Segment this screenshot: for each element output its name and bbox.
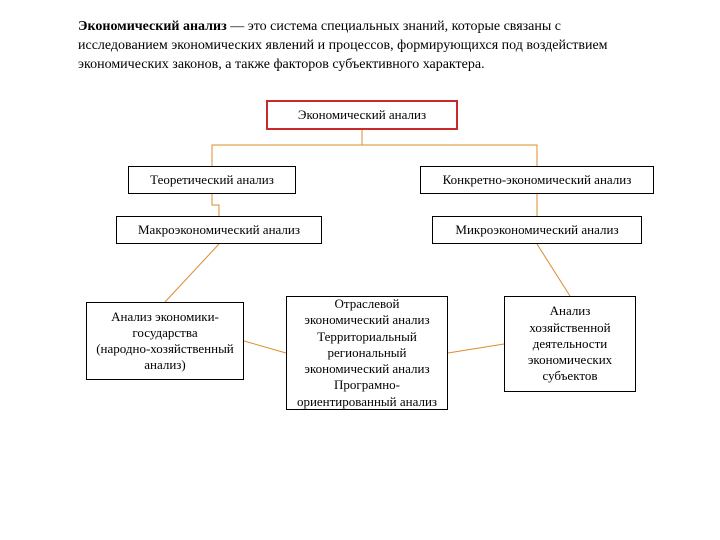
node-root: Экономический анализ [266,100,458,130]
node-theor: Теоретический анализ [128,166,296,194]
node-label: Анализ хозяйственной деятельности эконом… [513,303,627,384]
node-label: Экономический анализ [298,107,426,123]
node-otrasl: Отраслевой экономический анализ Территор… [286,296,448,410]
node-label: Теоретический анализ [150,172,274,188]
node-konkr: Конкретно-экономический анализ [420,166,654,194]
connector [537,244,570,296]
intro-bold: Экономический анализ [78,19,227,34]
node-label: Макроэкономический анализ [138,222,300,238]
connector [244,341,286,353]
connector [212,194,219,216]
node-state: Анализ экономики-государства (народно-хо… [86,302,244,380]
intro-text: Экономический анализ — это система специ… [78,18,638,75]
connector [212,130,362,166]
connectors-layer [0,0,720,540]
connector [362,130,537,166]
node-micro: Микроэкономический анализ [432,216,642,244]
diagram-canvas: Экономический анализ — это система специ… [0,0,720,540]
node-label: Микроэкономический анализ [455,222,618,238]
connector [165,244,219,302]
node-macro: Макроэкономический анализ [116,216,322,244]
node-label: Конкретно-экономический анализ [443,172,632,188]
node-hoz: Анализ хозяйственной деятельности эконом… [504,296,636,392]
node-label: Отраслевой экономический анализ Территор… [295,296,439,410]
node-label: Анализ экономики-государства (народно-хо… [95,309,235,374]
connector [448,344,504,353]
